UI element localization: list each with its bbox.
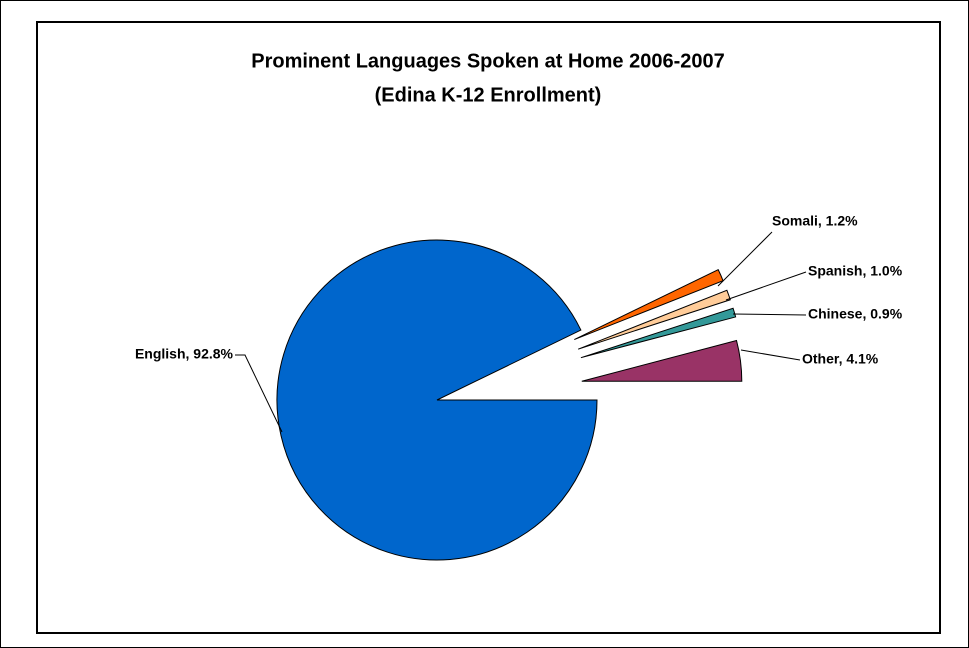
leader-line [235,354,283,433]
pie-slice [577,289,731,350]
pie-slice [276,239,598,561]
plot-frame [36,21,941,634]
leader-line [740,349,801,361]
leader-line [717,231,773,287]
leader-line [732,313,807,316]
leader-line [725,271,807,301]
slice-label: Somali, 1.2% [772,213,858,229]
slice-label: Other, 4.1% [802,351,879,367]
slice-label: Chinese, 0.9% [808,306,903,322]
chart-subtitle: (Edina K-12 Enrollment) [375,84,602,106]
pie-slice [581,339,743,382]
pie-slice [580,307,737,359]
slice-label: English, 92.8% [135,346,234,362]
slice-label: Spanish, 1.0% [808,263,903,279]
chart-title: Prominent Languages Spoken at Home 2006-… [251,50,725,72]
